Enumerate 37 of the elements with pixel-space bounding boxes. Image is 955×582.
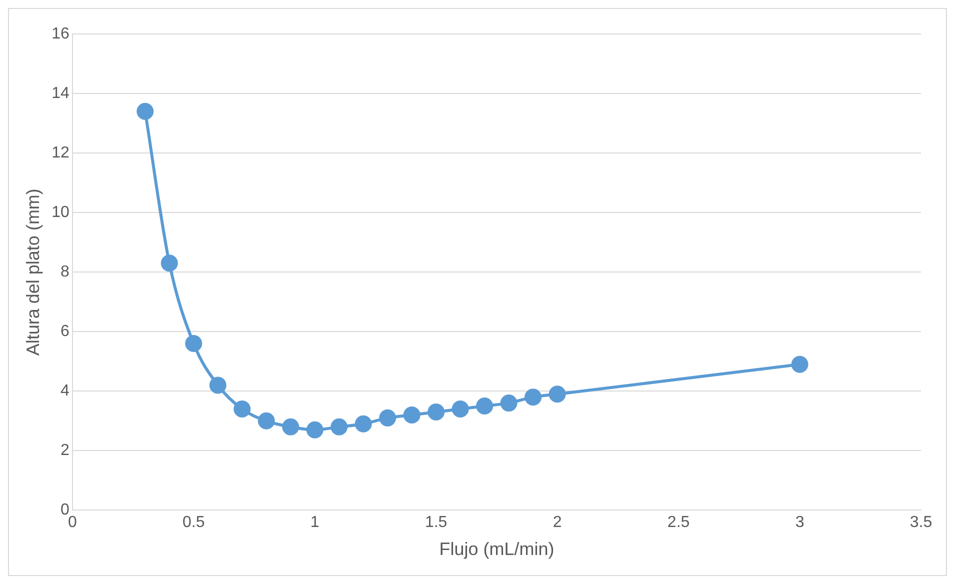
point [524,388,542,406]
y-tick-label: 10 [52,204,70,221]
x-tick-label: 1.5 [424,514,448,532]
point [282,418,300,436]
x-axis-title: Flujo (mL/min) [439,539,554,560]
x-tick-label: 2.5 [667,514,690,532]
y-tick-label: 6 [60,323,70,340]
y-tick-label: 12 [52,144,70,162]
x-tick-label: 2 [552,514,562,532]
point [379,409,396,426]
y-tick-label: 0 [60,502,70,519]
x-tick-label: 0.5 [182,514,205,532]
x-tick-label: 3 [795,514,804,532]
x-tick-label: 1 [310,514,320,532]
point [791,356,808,373]
point [428,403,445,420]
point [160,254,178,272]
point [500,394,518,412]
point [136,102,154,120]
point [330,418,348,436]
point [548,386,566,403]
point [234,400,251,418]
point [476,398,494,415]
y-tick-label: 14 [52,84,70,102]
y-tick-label: 2 [60,442,70,460]
point [452,400,469,418]
point [185,335,202,352]
x-tick-label: 3.5 [910,514,932,532]
y-axis-title: Altura del plato (mm) [22,188,43,356]
point [306,421,324,438]
y-tick-label: 8 [60,264,70,281]
point [258,412,275,430]
point [354,415,372,432]
point [403,406,420,424]
y-tick-label: 16 [52,25,70,42]
y-tick-label: 4 [60,382,70,400]
point [209,376,226,394]
